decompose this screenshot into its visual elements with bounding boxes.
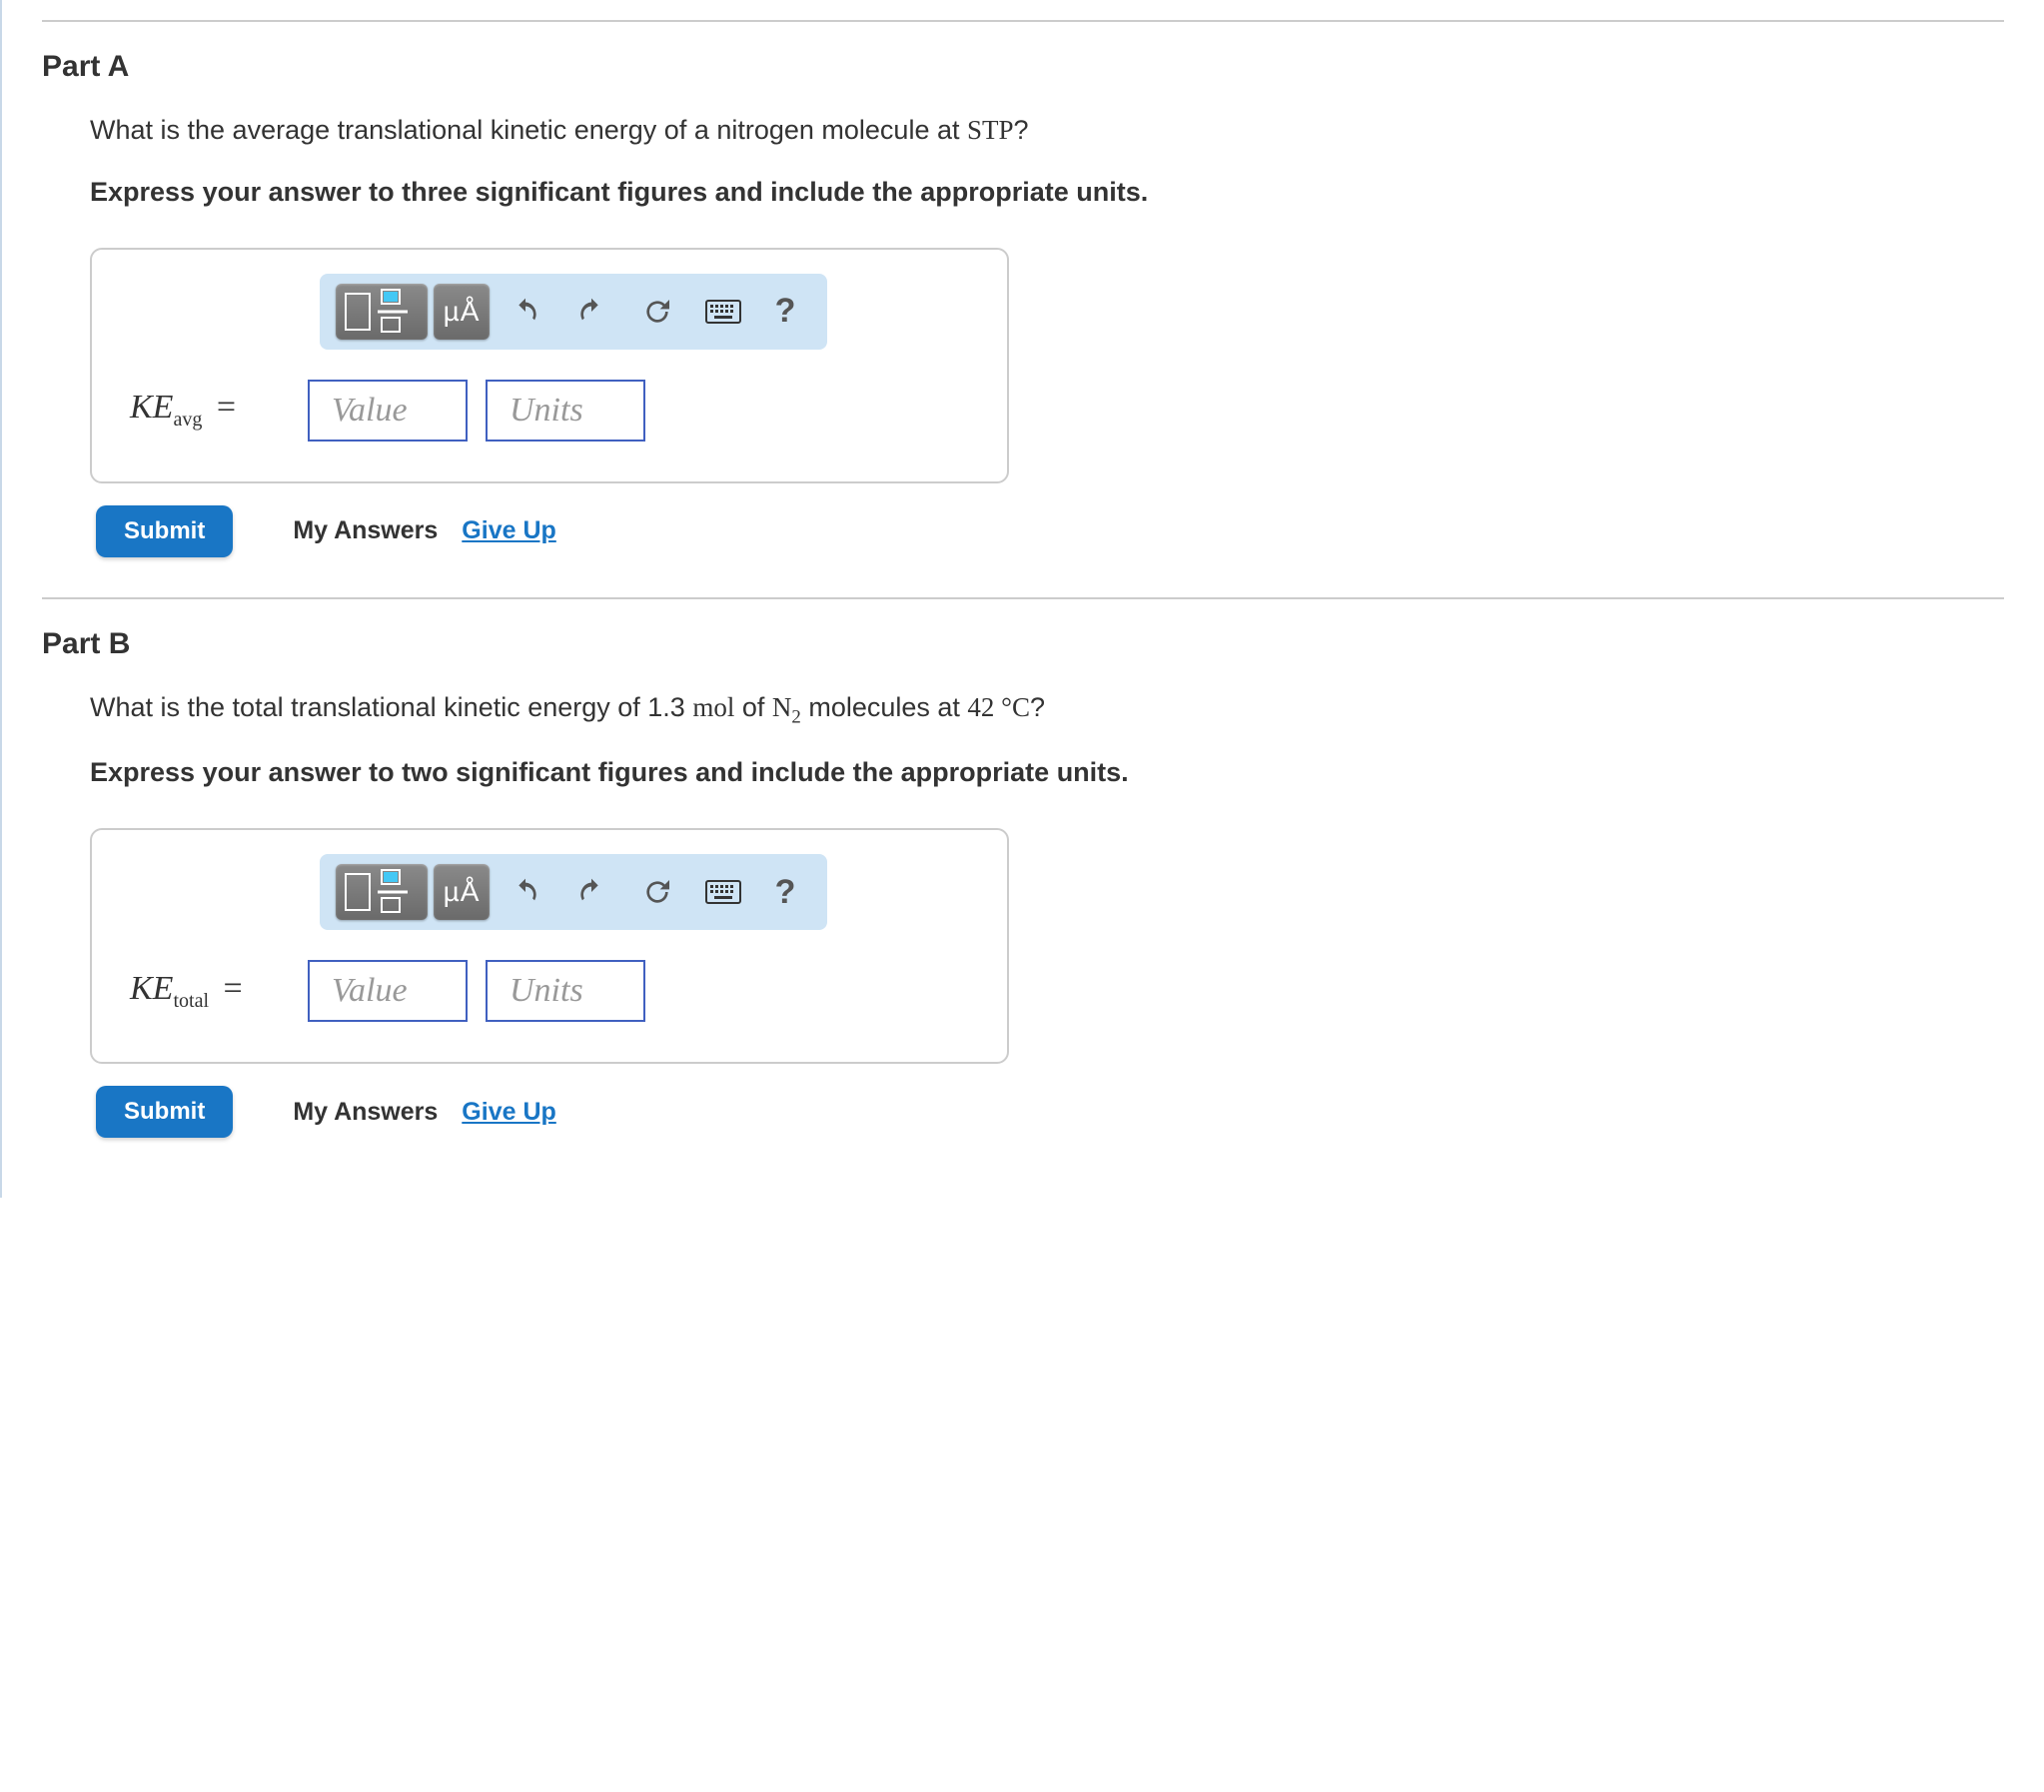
question-deg: ° <box>994 692 1012 722</box>
keyboard-button[interactable] <box>695 284 751 340</box>
part-a-link-group: My Answers Give Up <box>293 516 555 545</box>
var-main: KE <box>130 389 173 426</box>
part-b-title: Part B <box>42 627 2004 661</box>
units-symbol-button[interactable]: µÅ <box>434 284 490 340</box>
eq-sign: = <box>217 389 236 426</box>
question-temp: 42 <box>967 692 994 722</box>
question-text-pre: What is the total translational kinetic … <box>90 692 692 722</box>
question-stp: STP <box>967 115 1014 145</box>
redo-button[interactable] <box>563 284 619 340</box>
part-a-title: Part A <box>42 50 2004 84</box>
var-main: KE <box>130 970 173 1007</box>
reset-button[interactable] <box>629 864 685 920</box>
part-a-variable-label: KEavg = <box>130 389 290 432</box>
help-button[interactable]: ? <box>761 284 809 340</box>
fraction-template-button[interactable] <box>336 284 428 340</box>
part-b-actions: Submit My Answers Give Up <box>96 1086 2004 1138</box>
part-b-answer-box: µÅ ? KEtotal = <box>90 828 1009 1064</box>
question-text-pre: What is the average translational kineti… <box>90 115 967 145</box>
help-button[interactable]: ? <box>761 864 809 920</box>
question-text-post: ? <box>1014 115 1029 145</box>
var-sub: avg <box>173 409 202 431</box>
part-a-question: What is the average translational kineti… <box>90 112 2004 150</box>
part-a-body: What is the average translational kineti… <box>90 112 2004 557</box>
question-mol: mol <box>692 692 734 722</box>
question-of: of <box>734 692 772 722</box>
part-b-body: What is the total translational kinetic … <box>90 689 2004 1139</box>
fraction-template-button[interactable] <box>336 864 428 920</box>
part-a-answer-row: KEavg = Value Units <box>120 380 979 442</box>
part-a-answer-box: µÅ ? KEavg = <box>90 248 1009 483</box>
question-post: ? <box>1030 692 1045 722</box>
part-b: Part B What is the total translational k… <box>42 597 2004 1139</box>
part-a-submit-button[interactable]: Submit <box>96 505 233 557</box>
part-b-value-input[interactable]: Value <box>308 960 468 1022</box>
undo-button[interactable] <box>498 864 553 920</box>
part-a-actions: Submit My Answers Give Up <box>96 505 2004 557</box>
question-n2: N2 <box>772 692 801 722</box>
mu-a-label: µÅ <box>444 876 481 908</box>
part-b-submit-button[interactable]: Submit <box>96 1086 233 1138</box>
mu-a-label: µÅ <box>444 296 481 328</box>
part-b-toolbar: µÅ ? <box>320 854 827 930</box>
eq-sign: = <box>224 970 243 1007</box>
part-a-units-input[interactable]: Units <box>486 380 645 442</box>
give-up-link[interactable]: Give Up <box>462 1098 555 1127</box>
var-sub: total <box>173 990 209 1012</box>
part-a-instruction: Express your answer to three significant… <box>90 174 2004 212</box>
give-up-link[interactable]: Give Up <box>462 516 555 545</box>
part-b-link-group: My Answers Give Up <box>293 1098 555 1127</box>
part-b-instruction: Express your answer to two significant f… <box>90 754 2004 792</box>
part-b-units-input[interactable]: Units <box>486 960 645 1022</box>
part-b-answer-row: KEtotal = Value Units <box>120 960 979 1022</box>
units-symbol-button[interactable]: µÅ <box>434 864 490 920</box>
part-a-value-input[interactable]: Value <box>308 380 468 442</box>
part-b-variable-label: KEtotal = <box>130 970 290 1013</box>
redo-button[interactable] <box>563 864 619 920</box>
my-answers-link[interactable]: My Answers <box>293 1098 438 1127</box>
question-mid: molecules at <box>801 692 968 722</box>
part-a-toolbar: µÅ ? <box>320 274 827 350</box>
question-c: C <box>1012 692 1030 722</box>
undo-button[interactable] <box>498 284 553 340</box>
keyboard-button[interactable] <box>695 864 751 920</box>
my-answers-link[interactable]: My Answers <box>293 516 438 545</box>
part-b-question: What is the total translational kinetic … <box>90 689 2004 731</box>
reset-button[interactable] <box>629 284 685 340</box>
part-a: Part A What is the average translational… <box>42 20 2004 557</box>
